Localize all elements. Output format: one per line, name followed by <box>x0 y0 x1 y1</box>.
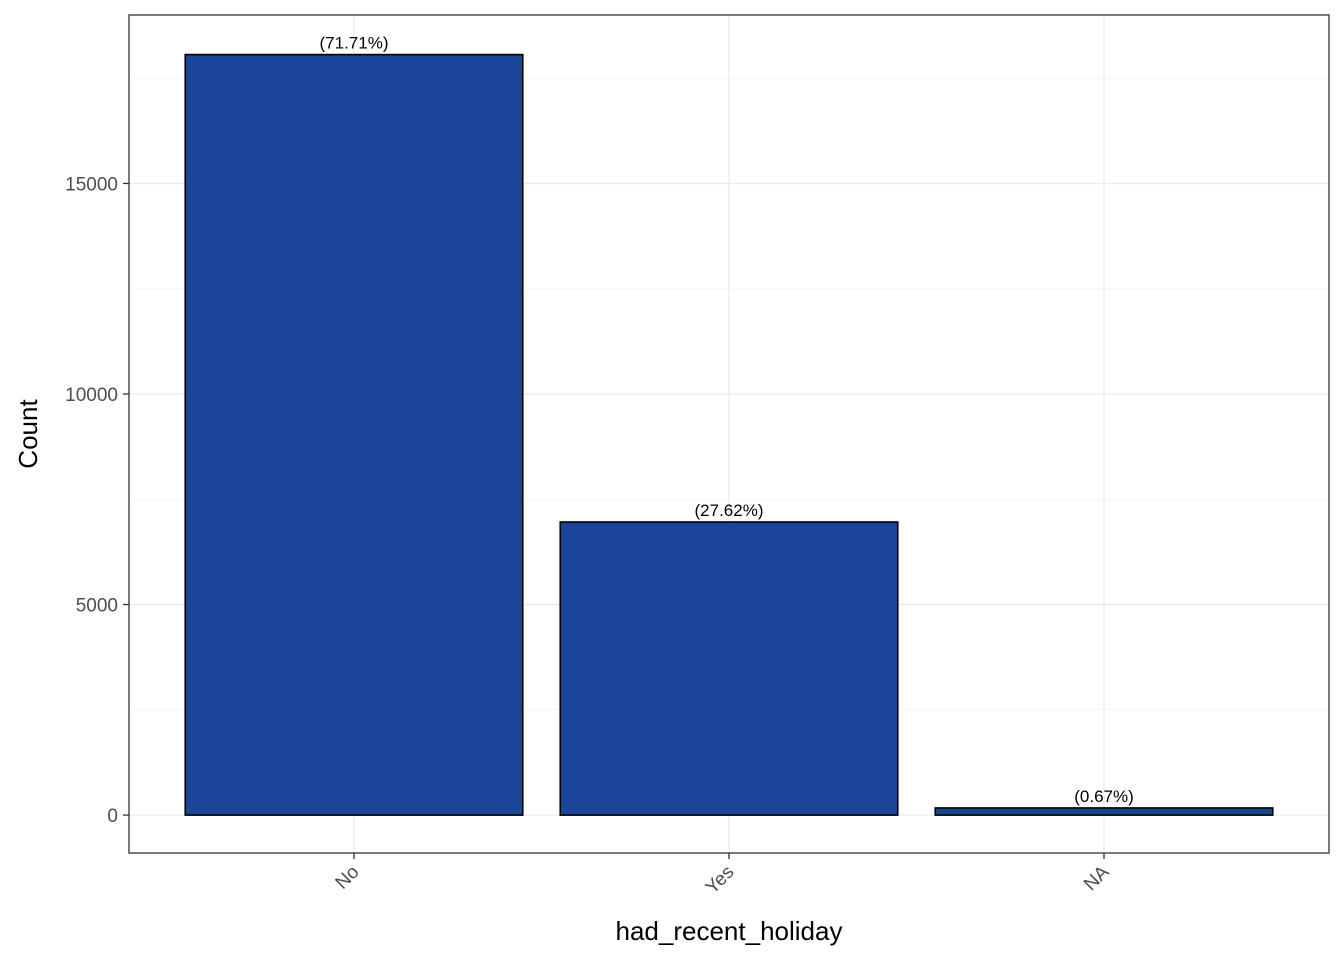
y-axis-title: Count <box>13 399 43 469</box>
bar-layer <box>184 53 1274 816</box>
x-tick-label: No <box>332 862 364 894</box>
y-tick-label: 15000 <box>65 174 118 195</box>
data-label-layer: (71.71%) (27.62%) (0.67%) <box>320 34 1134 806</box>
data-label-yes: (27.62%) <box>695 501 764 520</box>
bar-no <box>184 53 524 816</box>
bar-yes <box>559 521 899 816</box>
x-tick-label: Yes <box>702 862 739 899</box>
x-tick-label: NA <box>1080 861 1114 895</box>
bar-na <box>934 807 1274 816</box>
y-tick-label: 10000 <box>65 385 118 406</box>
data-label-no: (71.71%) <box>320 34 389 53</box>
data-label-na: (0.67%) <box>1074 787 1134 806</box>
x-axis-title: had_recent_holiday <box>616 916 843 946</box>
y-tick-label: 0 <box>107 806 118 827</box>
y-tick-label: 5000 <box>76 596 118 617</box>
